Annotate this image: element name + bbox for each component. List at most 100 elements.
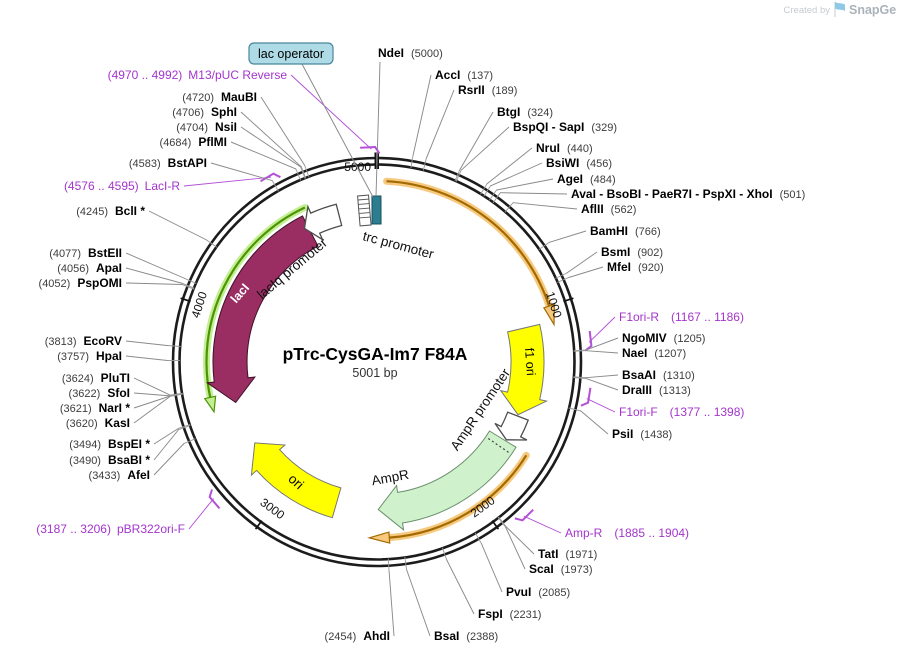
site-callout-bsmi: BsmI (902) (555, 245, 663, 279)
site-label-aflii[interactable]: AflII (562) (581, 202, 636, 216)
feature-label-ori[interactable]: ori (285, 471, 306, 492)
site-label-agei[interactable]: AgeI (484) (557, 172, 616, 186)
site-callout-pflmi: (4684) PflMI (160, 135, 302, 181)
site-tick (538, 241, 550, 250)
primer-bracket (360, 145, 381, 155)
site-label-pluti[interactable]: (3624) PluTI (62, 371, 130, 385)
site-label-fspi[interactable]: FspI (2231) (478, 607, 541, 621)
lac-operator-site-box[interactable] (371, 195, 382, 225)
site-label-bsiwi[interactable]: BsiWI (456) (546, 156, 612, 170)
site-label-nrui[interactable]: NruI (440) (536, 141, 593, 155)
trc-promoter-icon[interactable] (357, 194, 372, 227)
site-label-pspomi[interactable]: (4052) PspOMI (39, 276, 122, 290)
site-label-bsabi[interactable]: (3490) BsaBI * (69, 453, 150, 467)
site-label-pflmi[interactable]: (4684) PflMI (160, 135, 227, 149)
site-tick (205, 239, 218, 248)
site-label-rsrii[interactable]: RsrII (189) (458, 83, 517, 97)
callout-line (210, 162, 273, 182)
site-callout-tati: TatI (1971) (498, 516, 597, 561)
ampr-promoter-arrow[interactable] (494, 411, 530, 441)
site-tick (183, 438, 196, 445)
site-label-psii[interactable]: PsiI (1438) (612, 427, 672, 441)
f1-ori-feature-arrow[interactable] (499, 323, 549, 416)
callout-line (505, 526, 535, 555)
site-label-ndei[interactable]: NdeI (5000) (378, 46, 443, 60)
site-tick (181, 283, 195, 290)
primer-bracket (514, 508, 534, 522)
site-label-bamhi[interactable]: BamHI (766) (590, 224, 661, 238)
site-label-pvui[interactable]: PvuI (2085) (506, 585, 570, 599)
callout-line (230, 141, 296, 170)
site-label-nsii[interactable]: (4704) NsiI (176, 120, 237, 134)
promoter-hatch-line (357, 198, 369, 201)
lac-operator-label[interactable]: lac operator (248, 42, 374, 198)
site-label-bsaai[interactable]: BsaAI (1310) (622, 368, 695, 382)
site-callout-agei: AgeI (484) (489, 172, 616, 201)
site-tick (404, 556, 408, 570)
site-label-amp-r[interactable]: Amp-R (1885 .. 1904) (565, 526, 689, 540)
callout-line (183, 176, 272, 187)
callout-line (290, 74, 372, 150)
site-label-bcli[interactable]: (4245) BclI * (76, 204, 145, 218)
orf-arrows-layer (203, 177, 556, 544)
site-label-kasi[interactable]: (3620) KasI (66, 416, 130, 430)
site-label-pbr322ori-f[interactable]: (3187 .. 3206) pBR322ori-F (36, 522, 185, 536)
site-label-bspei[interactable]: (3494) BspEI * (69, 437, 150, 451)
site-tick (573, 377, 587, 379)
site-label-m13-puc-reverse[interactable]: (4970 .. 4992) M13/pUC Reverse (108, 68, 288, 82)
site-label-sphi[interactable]: (4706) SphI (172, 105, 237, 119)
site-label-draiii[interactable]: DraIII (1313) (622, 383, 691, 397)
site-callout-naei: NaeI (1207) (573, 346, 686, 360)
callout-line (153, 429, 180, 461)
site-label-bstapi[interactable]: (4583) BstAPI (129, 156, 207, 170)
site-label-apai[interactable]: (4056) ApaI (57, 261, 122, 275)
callout-line (586, 350, 619, 354)
site-label-bspqi-sapi[interactable]: BspQI - SapI (329) (513, 120, 617, 134)
callout-line (500, 192, 568, 195)
callout-line (580, 410, 609, 435)
site-label-hpai[interactable]: (3757) HpaI (57, 349, 122, 363)
feature-label-f1-ori[interactable]: f1 ori (522, 347, 538, 376)
site-label-afei[interactable]: (3433) AfeI (89, 468, 150, 482)
site-label-f1ori-r[interactable]: F1ori-R (1167 .. 1186) (619, 310, 744, 324)
site-label-bsteii[interactable]: (4077) BstEII (49, 246, 122, 260)
orf-arrow-ampr-arrowhead (367, 531, 391, 544)
site-label-naei[interactable]: NaeI (1207) (622, 346, 686, 360)
callout-line (125, 282, 183, 285)
site-label-laci-r[interactable]: (4576 .. 4595) LacI-R (64, 179, 180, 193)
site-label-avai-bsobi-paer7i-pspxi-xhoi[interactable]: AvaI - BsoBI - PaeR7I - PspXI - XhoI (501… (571, 187, 805, 201)
feature-label-trc-promoter[interactable]: trc promoter (361, 228, 436, 261)
site-label-bsai[interactable]: BsaI (2388) (434, 629, 498, 643)
promoter-hatch-line (358, 212, 371, 214)
lac-operator-text: lac operator (258, 47, 324, 61)
scale-tick-3000 (254, 520, 263, 530)
site-label-f1ori-f[interactable]: F1ori-F (1377 .. 1398) (619, 405, 744, 419)
site-label-btgi[interactable]: BtgI (324) (497, 105, 553, 119)
feature-label-ampr[interactable]: AmpR (370, 467, 410, 488)
site-callout-rsrii: RsrII (189) (422, 83, 517, 171)
callout-line (459, 111, 494, 170)
site-label-nari[interactable]: (3621) NarI * (60, 401, 130, 415)
primer-bracket (580, 387, 592, 407)
site-label-ngomiv[interactable]: NgoMIV (1205) (622, 331, 705, 345)
site-label-mfei[interactable]: MfeI (920) (607, 260, 664, 274)
site-label-ecorv[interactable]: (3813) EcoRV (45, 334, 122, 348)
site-tick (573, 349, 587, 352)
site-label-sfoi[interactable]: (3622) SfoI (69, 386, 130, 400)
site-callout-bstapi: (4583) BstAPI (129, 156, 279, 192)
site-label-maubi[interactable]: (4720) MauBI (182, 90, 257, 104)
laci-feature-arrow[interactable] (205, 215, 319, 404)
site-label-bsmi[interactable]: BsmI (902) (601, 245, 663, 259)
scale-label-5000: 5000 (344, 160, 371, 174)
site-label-tati[interactable]: TatI (1971) (538, 547, 597, 561)
ori-feature-arrow[interactable] (250, 442, 342, 519)
ampr-feature-arrow[interactable] (377, 430, 517, 532)
site-label-scai[interactable]: ScaI (1973) (529, 562, 592, 576)
laciq-promoter-arrow[interactable] (303, 203, 343, 242)
site-label-acci[interactable]: AccI (137) (435, 68, 493, 82)
site-tick (169, 393, 183, 397)
site-label-ahdi[interactable]: (2454) AhdI (325, 629, 390, 643)
callout-line (548, 230, 587, 243)
promoter-hatch-line (358, 203, 370, 205)
orf-arrow-laci-arrowhead (203, 395, 217, 414)
